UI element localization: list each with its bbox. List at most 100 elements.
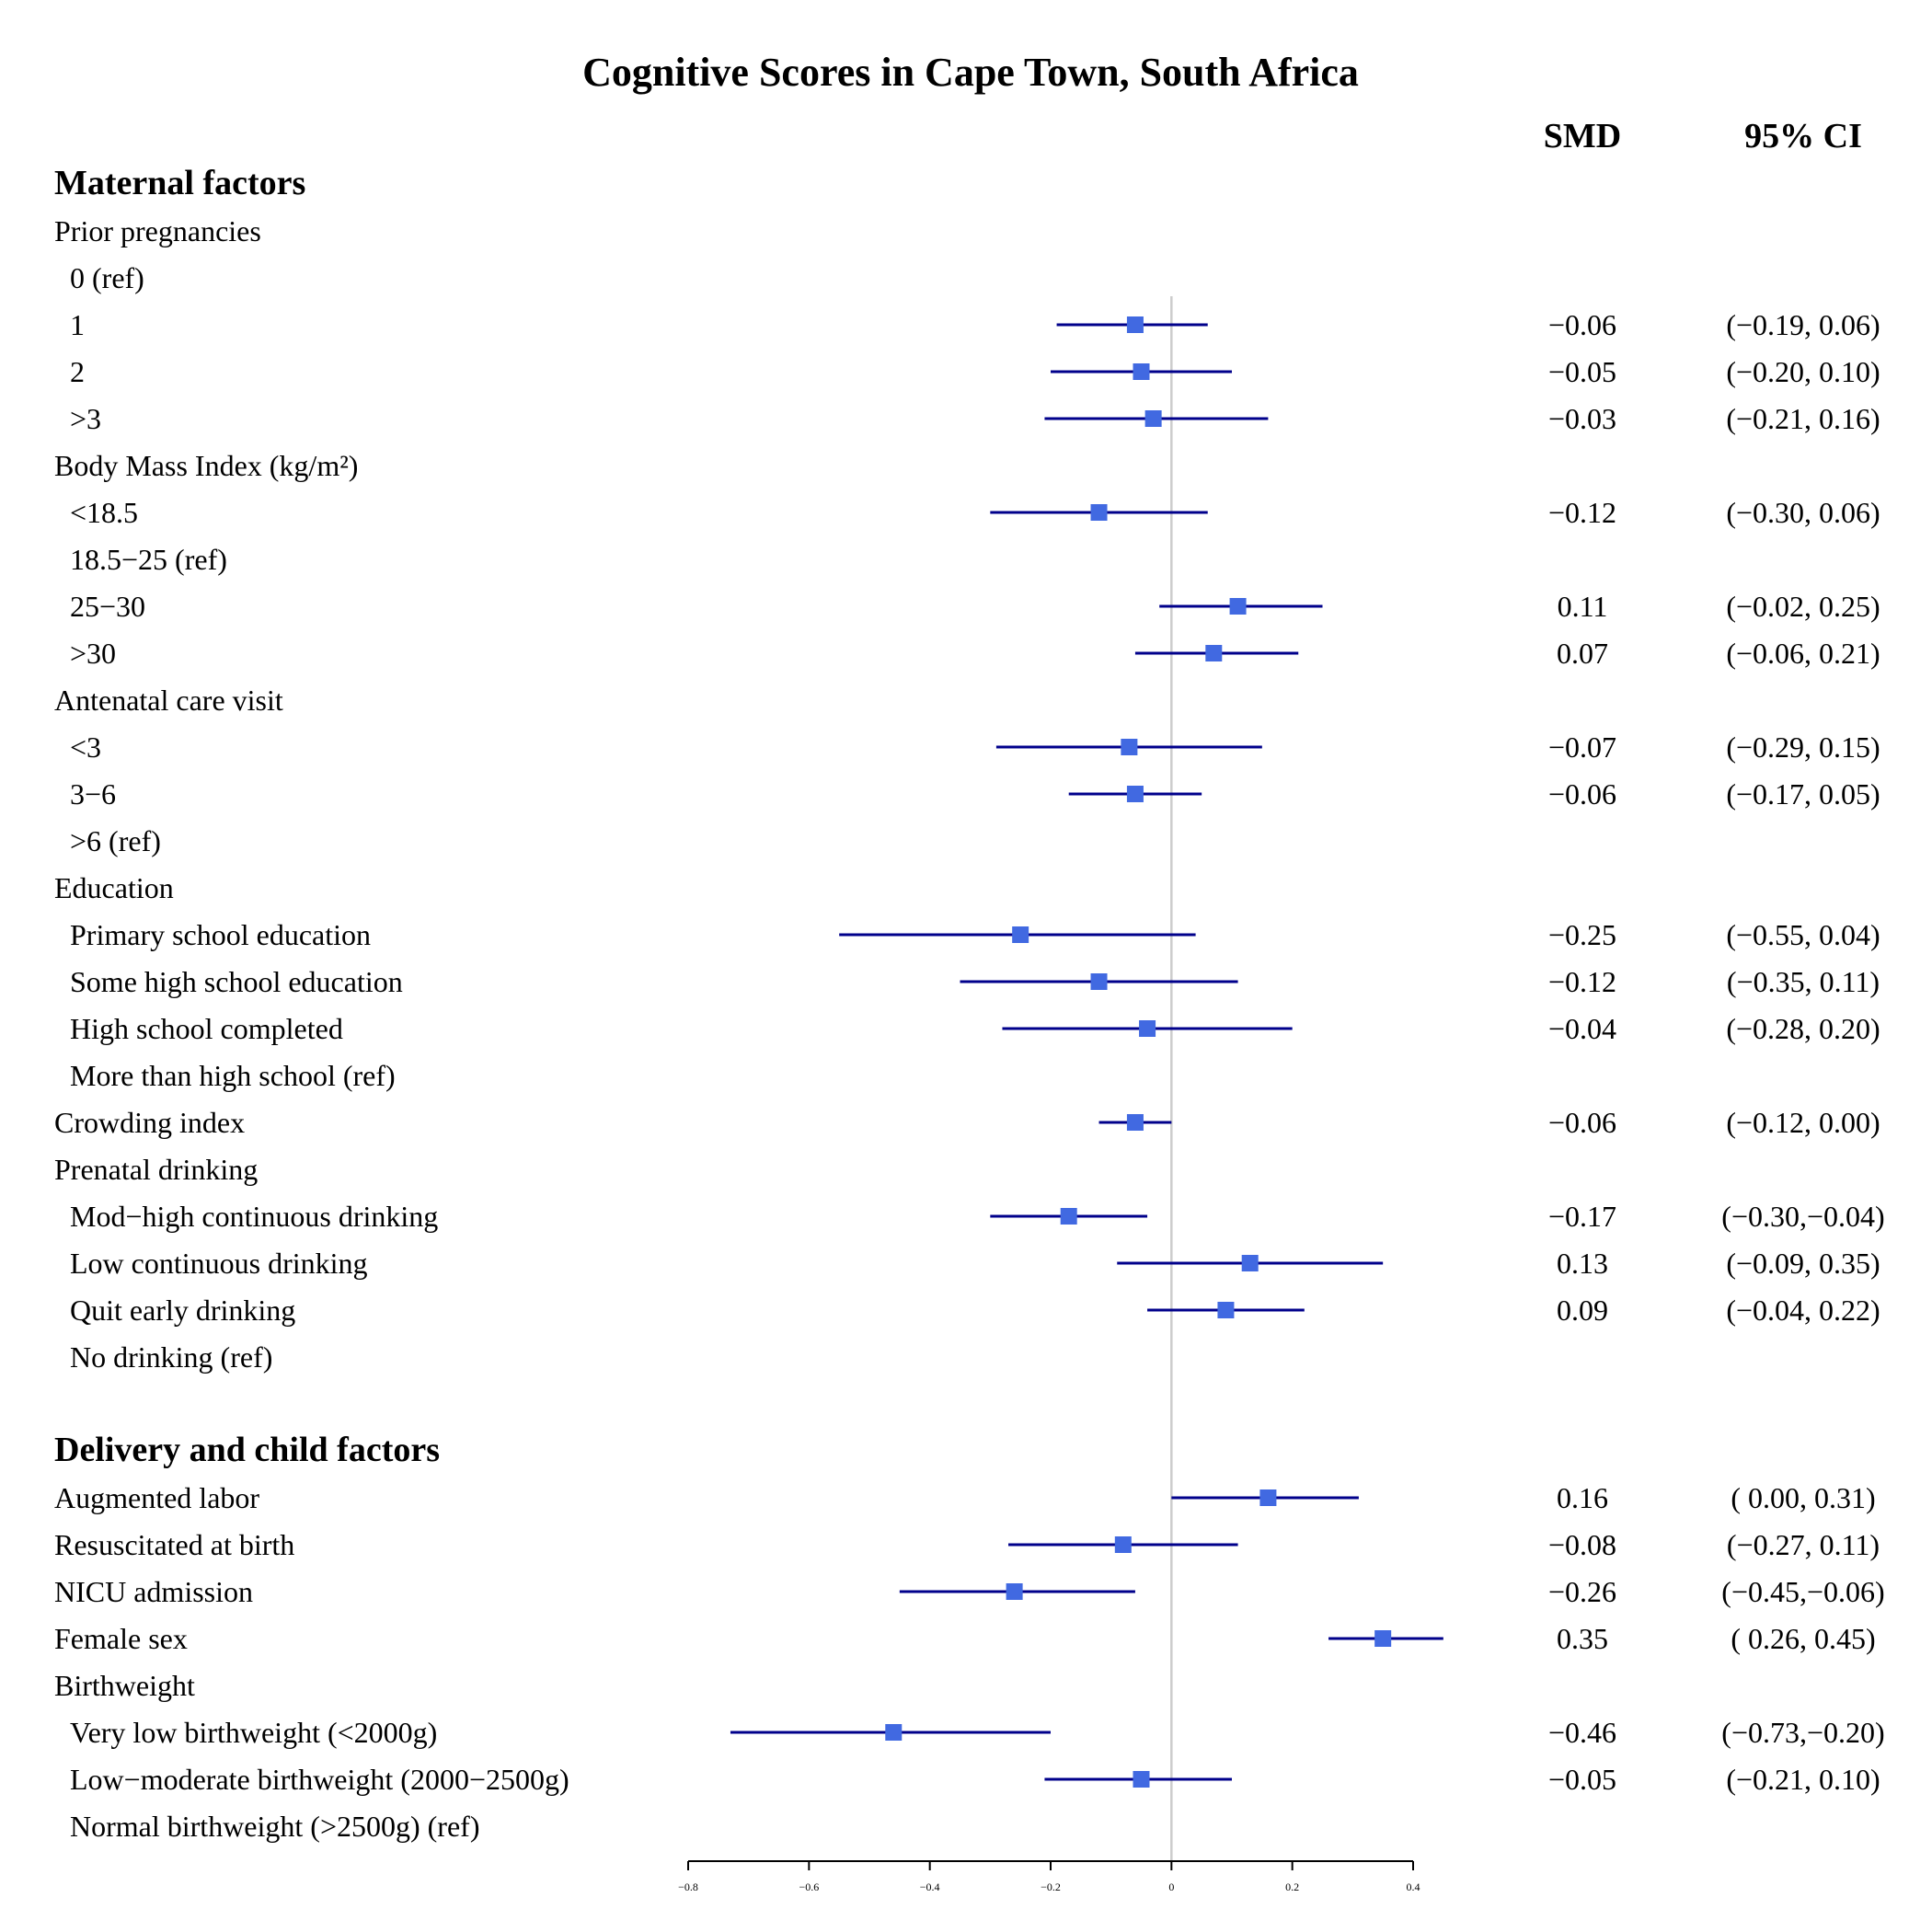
point-estimate-marker [1229, 598, 1247, 615]
smd-value: −0.06 [1548, 1106, 1616, 1139]
ci-value: (−0.28, 0.20) [1726, 1012, 1880, 1045]
point-estimate-marker [1121, 739, 1138, 755]
row-label: Low−moderate birthweight (2000−2500g) [70, 1763, 569, 1796]
section-heading: Delivery and child factors [54, 1431, 440, 1469]
smd-value: 0.13 [1557, 1247, 1608, 1280]
smd-value: −0.08 [1548, 1528, 1616, 1561]
ci-value: (−0.06, 0.21) [1726, 637, 1880, 670]
smd-column-header: SMD [1544, 117, 1621, 155]
point-estimate-marker [1205, 645, 1223, 661]
x-tick-label: 0.2 [1285, 1880, 1299, 1893]
point-estimate-marker [1241, 1255, 1259, 1271]
ci-value: (−0.45,−0.06) [1721, 1575, 1884, 1608]
smd-value: −0.04 [1548, 1012, 1616, 1045]
row-label: >6 (ref) [70, 824, 161, 857]
point-estimate-marker [1060, 1208, 1077, 1225]
smd-value: 0.11 [1558, 590, 1608, 623]
point-estimate-marker [1374, 1630, 1392, 1647]
x-tick-label: 0.4 [1407, 1880, 1420, 1893]
smd-value: −0.06 [1548, 777, 1616, 811]
smd-value: −0.25 [1548, 918, 1616, 951]
ci-value: (−0.73,−0.20) [1721, 1716, 1884, 1749]
ci-value: (−0.20, 0.10) [1726, 355, 1880, 388]
row-label: Resuscitated at birth [54, 1528, 294, 1561]
row-label: Augmented labor [54, 1481, 259, 1514]
smd-value: −0.05 [1548, 1763, 1616, 1796]
ci-value: (−0.17, 0.05) [1726, 777, 1880, 811]
ci-value: (−0.09, 0.35) [1726, 1247, 1880, 1280]
point-estimate-marker [1126, 786, 1144, 802]
x-tick-label: 0 [1168, 1880, 1174, 1893]
row-label: Antenatal care visit [54, 684, 283, 717]
smd-value: −0.12 [1548, 496, 1616, 529]
smd-value: −0.03 [1548, 402, 1616, 435]
row-label: <3 [70, 730, 101, 764]
row-label: Primary school education [70, 918, 371, 951]
row-label: Mod−high continuous drinking [70, 1200, 438, 1233]
smd-value: −0.06 [1548, 308, 1616, 341]
point-estimate-marker [1144, 410, 1162, 427]
smd-value: 0.09 [1557, 1294, 1608, 1327]
ci-value: (−0.29, 0.15) [1726, 730, 1880, 764]
row-label: Quit early drinking [70, 1294, 295, 1327]
smd-value: −0.46 [1548, 1716, 1616, 1749]
smd-value: −0.12 [1548, 965, 1616, 998]
smd-value: −0.26 [1548, 1575, 1616, 1608]
x-tick-label: −0.4 [920, 1880, 940, 1893]
ci-column-header: 95% CI [1744, 117, 1862, 155]
row-label: 2 [70, 355, 85, 388]
row-label: Crowding index [54, 1106, 245, 1139]
row-label: 25−30 [70, 590, 145, 623]
section-heading: Maternal factors [54, 164, 305, 202]
point-estimate-marker [885, 1724, 903, 1741]
point-estimate-marker [1090, 504, 1108, 521]
row-label: NICU admission [54, 1575, 253, 1608]
smd-value: 0.07 [1557, 637, 1608, 670]
point-estimate-marker [1259, 1489, 1277, 1506]
row-label: More than high school (ref) [70, 1059, 396, 1092]
smd-value: 0.16 [1557, 1481, 1608, 1514]
ci-value: (−0.21, 0.10) [1726, 1763, 1880, 1796]
row-label: Prior pregnancies [54, 214, 261, 247]
x-tick-label: −0.6 [799, 1880, 819, 1893]
row-label: Normal birthweight (>2500g) (ref) [70, 1810, 479, 1843]
row-label: 18.5−25 (ref) [70, 543, 227, 576]
ci-value: (−0.04, 0.22) [1726, 1294, 1880, 1327]
ci-value: (−0.30, 0.06) [1726, 496, 1880, 529]
row-label: 0 (ref) [70, 261, 144, 294]
smd-value: −0.05 [1548, 355, 1616, 388]
row-label: Low continuous drinking [70, 1247, 368, 1280]
row-label: Female sex [54, 1622, 188, 1655]
row-label: Birthweight [54, 1669, 195, 1702]
point-estimate-marker [1114, 1536, 1132, 1553]
ci-value: (−0.30,−0.04) [1721, 1200, 1884, 1233]
ci-value: (−0.27, 0.11) [1727, 1528, 1880, 1561]
row-label: 3−6 [70, 777, 116, 811]
ci-value: (−0.19, 0.06) [1726, 308, 1880, 341]
row-label: No drinking (ref) [70, 1340, 272, 1374]
row-label: >30 [70, 637, 116, 670]
ci-value: (−0.12, 0.00) [1726, 1106, 1880, 1139]
point-estimate-marker [1012, 926, 1029, 943]
ci-value: (−0.55, 0.04) [1726, 918, 1880, 951]
ci-value: (−0.21, 0.16) [1726, 402, 1880, 435]
x-tick-label: −0.8 [678, 1880, 698, 1893]
row-label: Body Mass Index (kg/m²) [54, 449, 358, 482]
point-estimate-marker [1126, 1114, 1144, 1131]
row-label: High school completed [70, 1012, 343, 1045]
smd-value: −0.07 [1548, 730, 1616, 764]
row-label: >3 [70, 402, 101, 435]
row-label: <18.5 [70, 496, 138, 529]
ci-value: (−0.35, 0.11) [1727, 965, 1880, 998]
point-estimate-marker [1133, 363, 1150, 380]
point-estimate-marker [1126, 316, 1144, 333]
smd-value: 0.35 [1557, 1622, 1608, 1655]
ci-value: (−0.02, 0.25) [1726, 590, 1880, 623]
point-estimate-marker [1006, 1583, 1023, 1600]
ci-value: ( 0.26, 0.45) [1731, 1622, 1875, 1655]
x-tick-label: −0.2 [1041, 1880, 1061, 1893]
chart-title: Cognitive Scores in Cape Town, South Afr… [582, 50, 1359, 95]
ci-value: ( 0.00, 0.31) [1731, 1481, 1875, 1514]
smd-value: −0.17 [1548, 1200, 1616, 1233]
